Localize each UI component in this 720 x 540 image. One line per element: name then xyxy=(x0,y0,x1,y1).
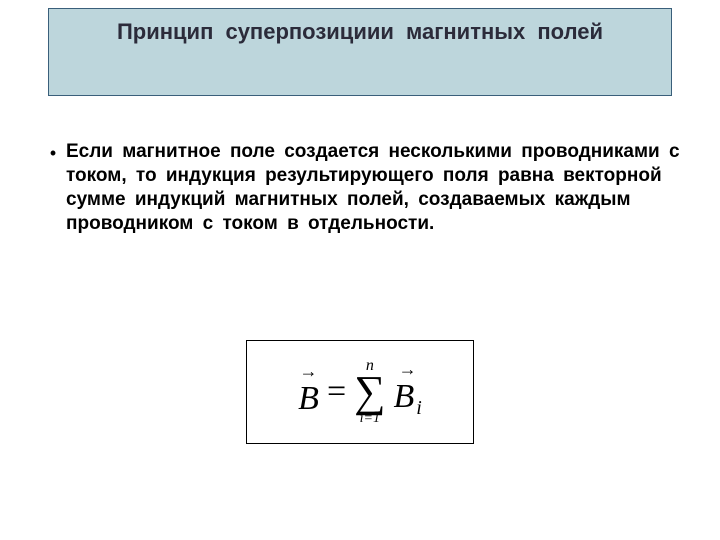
body-block: • Если магнитное поле создается нескольк… xyxy=(40,140,680,236)
slide-title: Принцип суперпозициии магнитных полей xyxy=(117,19,603,45)
formula-box: → B = n ∑ i=1 → Bi xyxy=(246,340,474,444)
formula: → B = n ∑ i=1 → Bi xyxy=(298,358,422,426)
summation: n ∑ i=1 xyxy=(354,358,385,426)
bullet-marker: • xyxy=(40,140,66,166)
vector-arrow-icon: → xyxy=(300,362,318,380)
rhs-sub: i xyxy=(416,397,422,419)
rhs-var: B xyxy=(394,378,415,415)
slide: Принцип суперпозициии магнитных полей • … xyxy=(0,0,720,540)
lhs-vector: → B xyxy=(298,366,319,418)
vector-arrow-icon: → xyxy=(399,360,417,378)
body-text: Если магнитное поле создается нескольким… xyxy=(66,140,680,236)
sum-lower: i=1 xyxy=(360,412,380,426)
sigma-icon: ∑ xyxy=(354,372,385,412)
title-box: Принцип суперпозициии магнитных полей xyxy=(48,8,672,96)
bullet-item: • Если магнитное поле создается нескольк… xyxy=(40,140,680,236)
equals-sign: = xyxy=(327,373,346,411)
lhs-var: B xyxy=(298,380,319,417)
rhs-vector: → Bi xyxy=(394,364,422,421)
